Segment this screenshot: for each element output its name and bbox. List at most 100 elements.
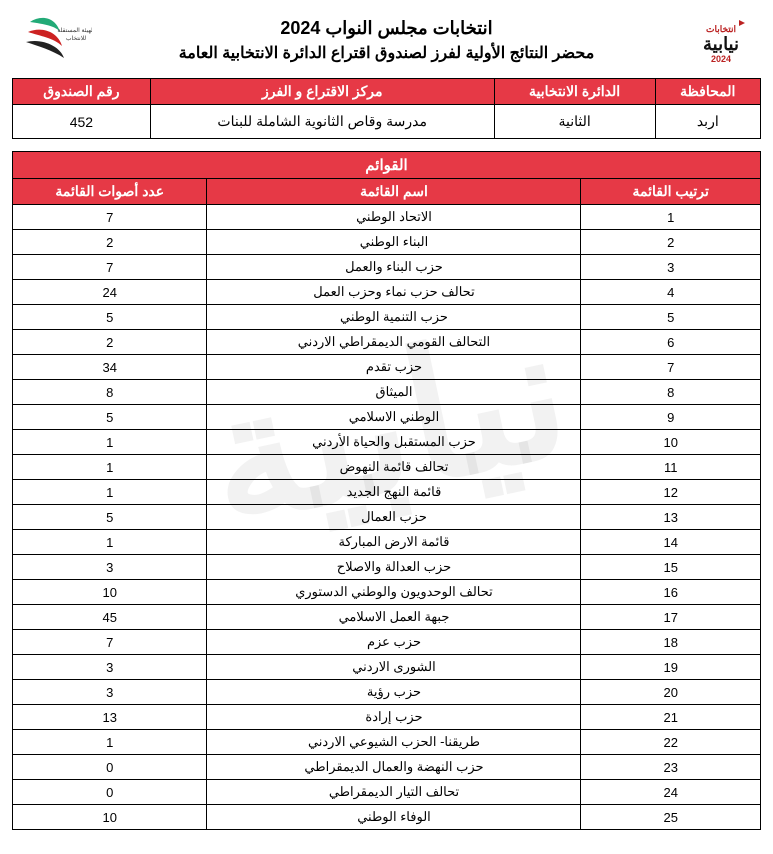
cell-votes: 2: [13, 230, 207, 255]
cell-name: حزب النهضة والعمال الديمقراطي: [207, 755, 581, 780]
cell-rank: 20: [581, 680, 761, 705]
cell-rank: 8: [581, 380, 761, 405]
table-row: 12قائمة النهج الجديد1: [13, 480, 761, 505]
cell-rank: 19: [581, 655, 761, 680]
table-row: 17جبهة العمل الاسلامي45: [13, 605, 761, 630]
cell-votes: 1: [13, 480, 207, 505]
cell-rank: 23: [581, 755, 761, 780]
col-votes: عدد أصوات القائمة: [13, 179, 207, 205]
table-row: 20حزب رؤية3: [13, 680, 761, 705]
cell-votes: 7: [13, 630, 207, 655]
cell-name: حزب البناء والعمل: [207, 255, 581, 280]
table-row: 2البناء الوطني2: [13, 230, 761, 255]
table-row: 11تحالف قائمة النهوض1: [13, 455, 761, 480]
cell-rank: 16: [581, 580, 761, 605]
cell-rank: 17: [581, 605, 761, 630]
cell-name: تحالف الوحدويون والوطني الدستوري: [207, 580, 581, 605]
svg-text:انتخابات: انتخابات: [706, 24, 736, 34]
cell-votes: 1: [13, 430, 207, 455]
cell-name: حزب تقدم: [207, 355, 581, 380]
cell-name: حزب العدالة والاصلاح: [207, 555, 581, 580]
table-row: 14قائمة الارض المباركة1: [13, 530, 761, 555]
cell-name: تحالف قائمة النهوض: [207, 455, 581, 480]
cell-rank: 6: [581, 330, 761, 355]
info-row: اربد الثانية مدرسة وقاص الثانوية الشاملة…: [13, 105, 761, 139]
table-row: 13حزب العمال5: [13, 505, 761, 530]
col-box: رقم الصندوق: [13, 79, 151, 105]
cell-rank: 9: [581, 405, 761, 430]
table-row: 19الشورى الاردني3: [13, 655, 761, 680]
sub-title: محضر النتائج الأولية لفرز لصندوق اقتراع …: [92, 43, 681, 63]
cell-name: تحالف حزب نماء وحزب العمل: [207, 280, 581, 305]
col-rank: ترتيب القائمة: [581, 179, 761, 205]
cell-rank: 3: [581, 255, 761, 280]
table-row: 8الميثاق8: [13, 380, 761, 405]
cell-name: قائمة النهج الجديد: [207, 480, 581, 505]
cell-votes: 5: [13, 505, 207, 530]
table-row: 21حزب إرادة13: [13, 705, 761, 730]
cell-votes: 24: [13, 280, 207, 305]
cell-votes: 1: [13, 730, 207, 755]
cell-rank: 11: [581, 455, 761, 480]
cell-rank: 13: [581, 505, 761, 530]
cell-rank: 22: [581, 730, 761, 755]
cell-votes: 3: [13, 680, 207, 705]
cell-name: حزب المستقبل والحياة الأردني: [207, 430, 581, 455]
table-row: 9الوطني الاسلامي5: [13, 405, 761, 430]
cell-center: مدرسة وقاص الثانوية الشاملة للبنات: [150, 105, 494, 139]
table-row: 25الوفاء الوطني10: [13, 805, 761, 830]
cell-rank: 1: [581, 205, 761, 230]
cell-name: جبهة العمل الاسلامي: [207, 605, 581, 630]
table-row: 1الاتحاد الوطني7: [13, 205, 761, 230]
cell-name: حزب العمال: [207, 505, 581, 530]
cell-votes: 0: [13, 780, 207, 805]
cell-name: الميثاق: [207, 380, 581, 405]
page-header: انتخابات نيابية 2024 انتخابات مجلس النوا…: [12, 12, 761, 68]
table-row: 18حزب عزم7: [13, 630, 761, 655]
cell-name: الاتحاد الوطني: [207, 205, 581, 230]
cell-name: تحالف التيار الديمقراطي: [207, 780, 581, 805]
cell-district: الثانية: [494, 105, 655, 139]
cell-name: التحالف القومي الديمقراطي الاردني: [207, 330, 581, 355]
cell-name: الوطني الاسلامي: [207, 405, 581, 430]
table-row: 23حزب النهضة والعمال الديمقراطي0: [13, 755, 761, 780]
svg-text:2024: 2024: [711, 54, 731, 64]
cell-rank: 18: [581, 630, 761, 655]
cell-rank: 12: [581, 480, 761, 505]
cell-votes: 10: [13, 580, 207, 605]
svg-text:الهيئة المستقلة: الهيئة المستقلة: [57, 27, 92, 34]
lists-section-title: القوائم: [13, 152, 761, 179]
table-row: 4تحالف حزب نماء وحزب العمل24: [13, 280, 761, 305]
table-row: 10حزب المستقبل والحياة الأردني1: [13, 430, 761, 455]
cell-votes: 34: [13, 355, 207, 380]
cell-votes: 8: [13, 380, 207, 405]
cell-rank: 15: [581, 555, 761, 580]
cell-name: حزب التنمية الوطني: [207, 305, 581, 330]
cell-name: طريقنا- الحزب الشيوعي الاردني: [207, 730, 581, 755]
cell-votes: 7: [13, 205, 207, 230]
cell-rank: 21: [581, 705, 761, 730]
cell-name: قائمة الارض المباركة: [207, 530, 581, 555]
cell-votes: 45: [13, 605, 207, 630]
table-row: 6التحالف القومي الديمقراطي الاردني2: [13, 330, 761, 355]
cell-votes: 3: [13, 555, 207, 580]
cell-votes: 0: [13, 755, 207, 780]
cell-rank: 14: [581, 530, 761, 555]
cell-votes: 1: [13, 455, 207, 480]
cell-votes: 7: [13, 255, 207, 280]
table-row: 22طريقنا- الحزب الشيوعي الاردني1: [13, 730, 761, 755]
table-row: 16تحالف الوحدويون والوطني الدستوري10: [13, 580, 761, 605]
cell-name: حزب إرادة: [207, 705, 581, 730]
cell-rank: 25: [581, 805, 761, 830]
cell-rank: 24: [581, 780, 761, 805]
table-row: 7حزب تقدم34: [13, 355, 761, 380]
cell-name: البناء الوطني: [207, 230, 581, 255]
col-district: الدائرة الانتخابية: [494, 79, 655, 105]
col-governorate: المحافظة: [655, 79, 760, 105]
table-row: 15حزب العدالة والاصلاح3: [13, 555, 761, 580]
cell-votes: 13: [13, 705, 207, 730]
cell-rank: 10: [581, 430, 761, 455]
logo-commission: الهيئة المستقلة للانتخاب: [12, 12, 92, 68]
main-title: انتخابات مجلس النواب 2024: [92, 18, 681, 39]
cell-rank: 5: [581, 305, 761, 330]
